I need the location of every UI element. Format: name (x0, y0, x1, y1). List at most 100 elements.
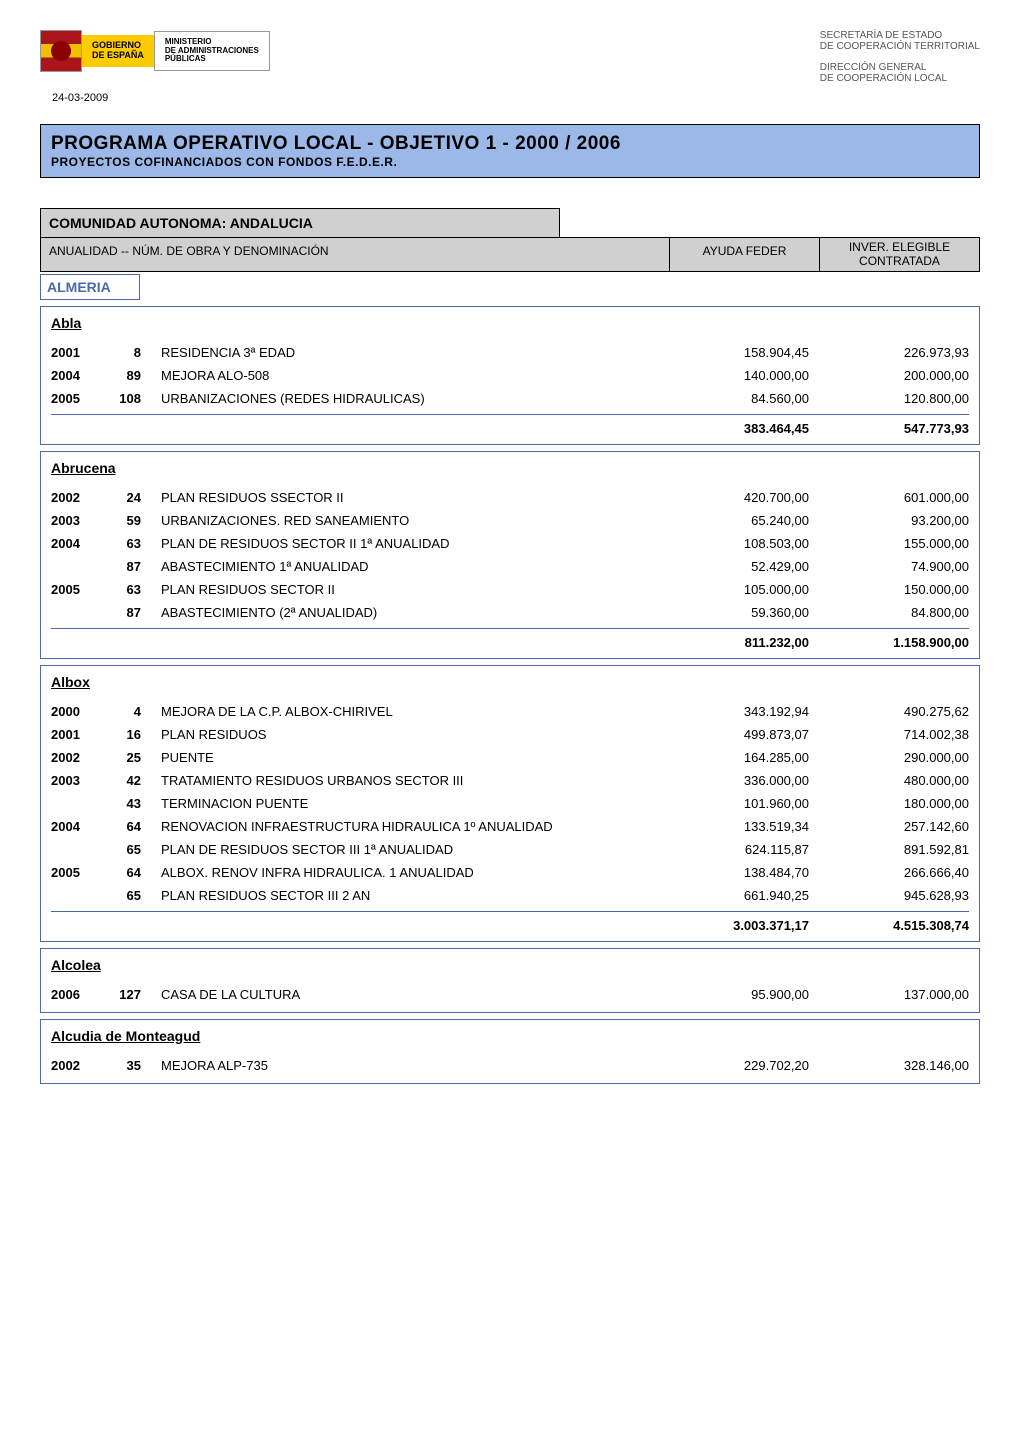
cell-feder: 229.702,20 (659, 1058, 809, 1073)
cell-num: 65 (111, 888, 161, 903)
project-row: 200564ALBOX. RENOV INFRA HIDRAULICA. 1 A… (51, 861, 969, 884)
cell-feder: 95.900,00 (659, 987, 809, 1002)
cell-inver: 180.000,00 (809, 796, 969, 811)
cell-feder: 52.429,00 (659, 559, 809, 574)
cell-inver: 480.000,00 (809, 773, 969, 788)
municipality-group: Albox20004MEJORA DE LA C.P. ALBOX-CHIRIV… (40, 665, 980, 942)
project-row: 200359URBANIZACIONES. RED SANEAMIENTO65.… (51, 509, 969, 532)
project-row: 2006127CASA DE LA CULTURA95.900,00137.00… (51, 983, 969, 1006)
inver-line1: INVER. ELEGIBLE (828, 240, 971, 254)
cell-desc: PLAN DE RESIDUOS SECTOR II 1ª ANUALIDAD (161, 536, 659, 551)
total-inver: 1.158.900,00 (809, 635, 969, 650)
cell-feder: 499.873,07 (659, 727, 809, 742)
col-ayuda-feder: AYUDA FEDER (670, 237, 820, 272)
cell-feder: 65.240,00 (659, 513, 809, 528)
province-name: ALMERIA (40, 274, 140, 300)
cell-inver: 266.666,40 (809, 865, 969, 880)
cell-num: 25 (111, 750, 161, 765)
ministerio-box: MINISTERIO DE ADMINISTRACIONES PÚBLICAS (154, 31, 270, 71)
cell-feder: 59.360,00 (659, 605, 809, 620)
title-main: PROGRAMA OPERATIVO LOCAL - OBJETIVO 1 - … (51, 133, 969, 155)
cell-desc: PLAN DE RESIDUOS SECTOR III 1ª ANUALIDAD (161, 842, 659, 857)
cell-feder: 101.960,00 (659, 796, 809, 811)
cell-desc: ALBOX. RENOV INFRA HIDRAULICA. 1 ANUALID… (161, 865, 659, 880)
cell-year: 2001 (51, 345, 111, 360)
project-row: 43TERMINACION PUENTE101.960,00180.000,00 (51, 792, 969, 815)
cell-num: 64 (111, 819, 161, 834)
gobierno-box: GOBIERNO DE ESPAÑA (82, 35, 154, 67)
project-row: 200342TRATAMIENTO RESIDUOS URBANOS SECTO… (51, 769, 969, 792)
cell-year: 2000 (51, 704, 111, 719)
cell-desc: TRATAMIENTO RESIDUOS URBANOS SECTOR III (161, 773, 659, 788)
project-row: 200563PLAN RESIDUOS SECTOR II105.000,001… (51, 578, 969, 601)
logo-block: GOBIERNO DE ESPAÑA MINISTERIO DE ADMINIS… (40, 30, 270, 72)
cell-desc: CASA DE LA CULTURA (161, 987, 659, 1002)
municipality-name: Abla (51, 315, 969, 331)
cell-num: 108 (111, 391, 161, 406)
cell-num: 43 (111, 796, 161, 811)
cell-inver: 137.000,00 (809, 987, 969, 1002)
municipalities-container: Abla20018RESIDENCIA 3ª EDAD158.904,45226… (40, 306, 980, 1084)
total-row: 811.232,001.158.900,00 (51, 628, 969, 652)
municipality-name: Alcudia de Monteagud (51, 1028, 969, 1044)
cell-year: 2002 (51, 750, 111, 765)
comunidad-title: COMUNIDAD AUTONOMA: ANDALUCIA (40, 208, 560, 237)
total-row: 383.464,45547.773,93 (51, 414, 969, 438)
project-row: 200463PLAN DE RESIDUOS SECTOR II 1ª ANUA… (51, 532, 969, 555)
cell-inver: 601.000,00 (809, 490, 969, 505)
report-date: 24-03-2009 (52, 92, 980, 104)
secretaria-line1: SECRETARÍA DE ESTADO (820, 30, 980, 41)
cell-inver: 945.628,93 (809, 888, 969, 903)
cell-num: 59 (111, 513, 161, 528)
cell-desc: PLAN RESIDUOS SECTOR II (161, 582, 659, 597)
cell-feder: 624.115,87 (659, 842, 809, 857)
title-box: PROGRAMA OPERATIVO LOCAL - OBJETIVO 1 - … (40, 124, 980, 178)
cell-feder: 133.519,34 (659, 819, 809, 834)
cell-num: 4 (111, 704, 161, 719)
cell-feder: 164.285,00 (659, 750, 809, 765)
cell-year: 2004 (51, 819, 111, 834)
cell-num: 42 (111, 773, 161, 788)
cell-num: 63 (111, 536, 161, 551)
total-feder: 811.232,00 (659, 635, 809, 650)
cell-desc: MEJORA DE LA C.P. ALBOX-CHIRIVEL (161, 704, 659, 719)
cell-num: 8 (111, 345, 161, 360)
municipality-group: Alcolea 2006127CASA DE LA CULTURA95.900,0… (40, 948, 980, 1013)
direccion-line1: DIRECCIÓN GENERAL (820, 62, 980, 73)
project-row: 200489MEJORA ALO-508140.000,00200.000,00 (51, 364, 969, 387)
cell-desc: RESIDENCIA 3ª EDAD (161, 345, 659, 360)
cell-feder: 105.000,00 (659, 582, 809, 597)
cell-year: 2005 (51, 865, 111, 880)
total-inver: 4.515.308,74 (809, 918, 969, 933)
col-anualidad: ANUALIDAD -- NÚM. DE OBRA Y DENOMINACIÓN (40, 237, 670, 272)
direccion-line2: DE COOPERACIÓN LOCAL (820, 73, 980, 84)
cell-desc: MEJORA ALO-508 (161, 368, 659, 383)
title-sub: PROYECTOS COFINANCIADOS CON FONDOS F.E.D… (51, 155, 969, 169)
inver-line2: CONTRATADA (828, 254, 971, 268)
municipality-group: Alcudia de Monteagud200235MEJORA ALP-735… (40, 1019, 980, 1084)
cell-inver: 155.000,00 (809, 536, 969, 551)
gob-line2: DE ESPAÑA (92, 51, 144, 61)
cell-inver: 257.142,60 (809, 819, 969, 834)
project-row: 20004MEJORA DE LA C.P. ALBOX-CHIRIVEL343… (51, 700, 969, 723)
cell-num: 87 (111, 605, 161, 620)
secretaria-line2: DE COOPERACIÓN TERRITORIAL (820, 41, 980, 52)
cell-feder: 420.700,00 (659, 490, 809, 505)
cell-desc: RENOVACION INFRAESTRUCTURA HIDRAULICA 1º… (161, 819, 659, 834)
cell-year: 2004 (51, 536, 111, 551)
cell-feder: 343.192,94 (659, 704, 809, 719)
cell-feder: 140.000,00 (659, 368, 809, 383)
cell-num: 64 (111, 865, 161, 880)
cell-desc: URBANIZACIONES. RED SANEAMIENTO (161, 513, 659, 528)
cell-feder: 108.503,00 (659, 536, 809, 551)
project-row: 200464RENOVACION INFRAESTRUCTURA HIDRAUL… (51, 815, 969, 838)
cell-desc: PUENTE (161, 750, 659, 765)
crest-icon (51, 41, 71, 61)
cell-num: 87 (111, 559, 161, 574)
project-row: 65PLAN RESIDUOS SECTOR III 2 AN661.940,2… (51, 884, 969, 907)
total-row: 3.003.371,174.515.308,74 (51, 911, 969, 935)
min-line3: PÚBLICAS (165, 55, 259, 64)
cell-desc: MEJORA ALP-735 (161, 1058, 659, 1073)
cell-desc: TERMINACION PUENTE (161, 796, 659, 811)
municipality-name: Alcolea (51, 957, 969, 973)
